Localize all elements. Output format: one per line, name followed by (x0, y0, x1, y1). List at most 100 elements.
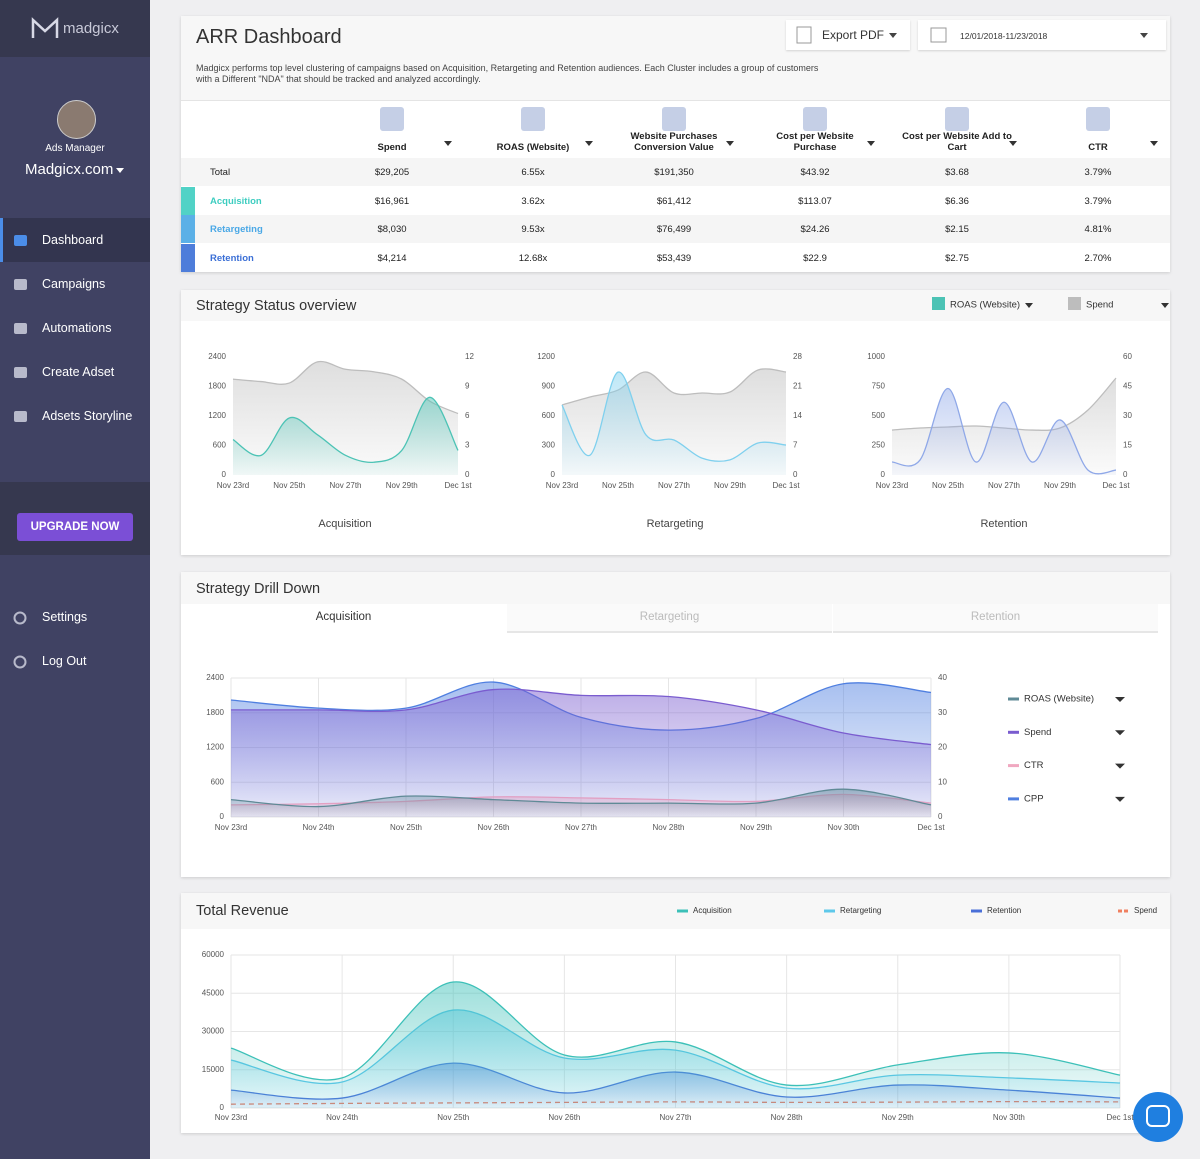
dropdown-arrow (1140, 33, 1148, 38)
table-cell: $53,439 (656, 252, 692, 264)
dropdown-arrow (116, 168, 124, 173)
date-range[interactable]: 12/01/2018-11/23/2018 (960, 31, 1048, 41)
chart-title: Acquisition (318, 518, 371, 530)
nav-item[interactable]: Settings (42, 610, 88, 624)
tab[interactable]: Retention (833, 604, 1158, 633)
x-tick-label: Nov 27th (658, 481, 690, 490)
table-cell: 4.81% (1084, 224, 1112, 235)
y2-tick-label: 20 (938, 743, 947, 752)
dropdown-arrow (444, 141, 452, 146)
tab[interactable]: Acquisition (181, 604, 506, 631)
dropdown-arrow (1009, 141, 1017, 146)
column-header[interactable]: Spend (377, 141, 407, 153)
nav-icon (13, 655, 27, 669)
y2-tick-label: 0 (1123, 470, 1128, 479)
export-label[interactable]: Export PDF (822, 28, 885, 42)
table-row (181, 158, 1170, 186)
x-tick-label: Nov 23rd (215, 823, 247, 832)
card-header (181, 290, 1170, 321)
nav-item[interactable]: Adsets Storyline (42, 409, 133, 423)
table-cell: $3.68 (945, 167, 969, 178)
y2-tick-label: 12 (465, 352, 474, 361)
y-tick-label: 0 (881, 470, 886, 479)
series-line (561, 371, 787, 462)
account[interactable]: Madgicx.com (25, 161, 114, 178)
nav-item[interactable]: Dashboard (42, 233, 104, 247)
column-header[interactable]: Cost per Website Purchase (776, 131, 854, 153)
x-tick-label: Nov 25th (932, 481, 964, 490)
table-row (181, 243, 1170, 272)
y2-tick-label: 40 (938, 673, 947, 682)
table-cell: 3.79% (1084, 195, 1112, 207)
x-tick-label: Nov 23rd (876, 481, 908, 490)
x-tick-label: Nov 29th (1044, 481, 1076, 490)
y2-tick-label: 45 (1123, 382, 1132, 391)
tab[interactable]: Retargeting (507, 604, 832, 633)
y-tick-label: 45000 (202, 988, 225, 997)
y-tick-label: 1200 (206, 743, 224, 752)
column-icon (521, 107, 545, 131)
upgrade-button[interactable]: UPGRADE NOW (17, 513, 133, 541)
table-cell: $76,499 (656, 224, 692, 235)
column-icon (803, 107, 827, 131)
column-header[interactable]: CTR (1088, 141, 1108, 153)
dropdown-arrow (1150, 141, 1158, 146)
legend-label: Spend (1086, 300, 1113, 311)
y-tick-label: 0 (551, 470, 556, 479)
column-header[interactable]: ROAS (Website) (496, 141, 570, 153)
legend-label: CPP (1024, 793, 1044, 804)
avatar (57, 100, 96, 139)
table-cell: $24.26 (800, 224, 830, 235)
table-row (181, 215, 1170, 243)
dropdown-arrow (889, 33, 897, 38)
dropdown-arrow (585, 141, 593, 146)
x-tick-label: Dec 1st (772, 481, 800, 490)
date-picker[interactable] (918, 20, 1166, 50)
nav-item[interactable]: Automations (42, 321, 112, 335)
dropdown-arrow (1115, 763, 1125, 769)
table-cell: $61,412 (656, 195, 692, 207)
nav-icon (13, 611, 27, 625)
table-cell: $4,214 (377, 252, 407, 264)
x-tick-label: Dec 1st (444, 481, 472, 490)
y2-tick-label: 9 (465, 382, 470, 391)
column-header[interactable]: Cost per Website Add to Cart (902, 131, 1012, 153)
legend-label: CTR (1024, 760, 1044, 771)
logo-mark (31, 17, 59, 38)
x-tick-label: Nov 27th (329, 481, 361, 490)
nav-item[interactable]: Campaigns (42, 277, 106, 291)
nav-icon (14, 367, 27, 378)
column-header[interactable]: Website Purchases Conversion Value (630, 131, 718, 153)
y2-tick-label: 28 (793, 352, 802, 361)
table-cell: 3.62x (521, 195, 545, 207)
chat-button[interactable] (1133, 1092, 1183, 1142)
y-tick-label: 2400 (206, 673, 224, 682)
chart-title: Total Revenue (196, 903, 289, 919)
table-cell: $22.9 (803, 252, 827, 264)
x-tick-label: Nov 29th (714, 481, 746, 490)
legend-label: ROAS (Website) (1024, 694, 1094, 705)
x-tick-label: Nov 27th (565, 823, 597, 832)
chat-icon (1146, 1105, 1170, 1127)
y-tick-label: 0 (220, 1103, 225, 1112)
series-area (562, 372, 786, 475)
y-tick-label: 1200 (537, 352, 555, 361)
table-cell: $2.15 (945, 224, 969, 235)
nav-item[interactable]: Create Adset (42, 365, 115, 379)
table-cell: $29,205 (374, 167, 410, 178)
logo-bar (0, 0, 150, 57)
nav-item[interactable]: Log Out (42, 654, 87, 668)
x-tick-label: Nov 25th (273, 481, 305, 490)
table-cell: $6.36 (945, 195, 969, 207)
x-tick-label: Dec 1st (917, 823, 945, 832)
role: Ads Manager (45, 143, 105, 154)
series-area (231, 689, 931, 817)
table-cell: $43.92 (800, 167, 830, 178)
export-button[interactable] (786, 20, 910, 50)
table-cell: Total (210, 167, 231, 178)
y-tick-label: 600 (213, 441, 227, 450)
x-tick-label: Nov 24th (302, 823, 334, 832)
card-title: Strategy Status overview (196, 298, 357, 314)
series-line (230, 788, 932, 808)
